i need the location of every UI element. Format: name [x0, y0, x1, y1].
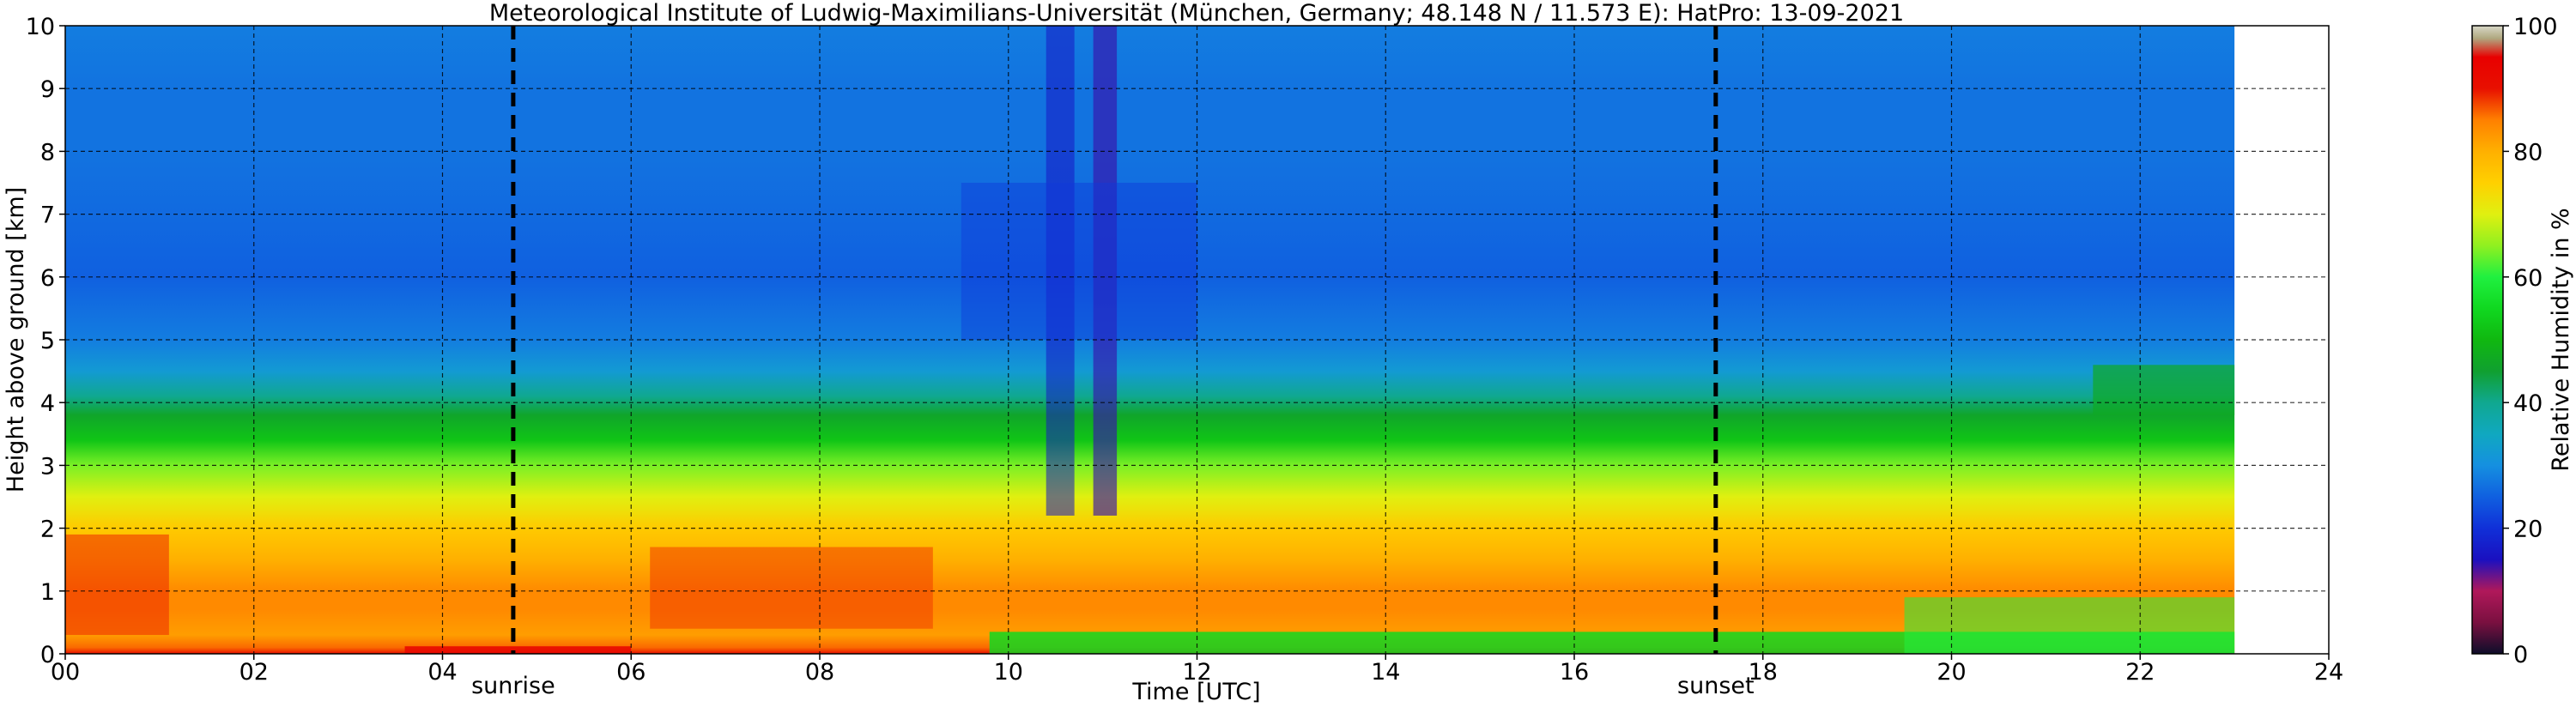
- sunset-label: sunset: [1677, 673, 1755, 699]
- humidity-feature: [404, 646, 632, 654]
- x-tick-label: 20: [1937, 659, 1966, 686]
- colorbar-tick-label: 100: [2513, 14, 2558, 40]
- x-tick-label: 18: [1749, 659, 1778, 686]
- x-axis-label: Time [UTC]: [1131, 679, 1260, 705]
- y-tick-label: 4: [40, 390, 55, 417]
- humidity-feature: [1046, 26, 1075, 516]
- y-tick-label: 3: [40, 453, 55, 480]
- y-tick-label: 8: [40, 139, 55, 166]
- plot-area: [65, 26, 2329, 654]
- y-tick-label: 6: [40, 265, 55, 292]
- x-tick-label: 24: [2314, 659, 2343, 686]
- colorbar-tick-label: 40: [2513, 390, 2543, 417]
- humidity-feature: [650, 547, 933, 629]
- humidity-feature: [65, 534, 169, 636]
- x-tick-label: 22: [2125, 659, 2155, 686]
- x-tick-label: 16: [1560, 659, 1589, 686]
- x-tick-label: 12: [1182, 659, 1211, 686]
- humidity-feature: [1904, 597, 2235, 654]
- colorbar-tick-label: 20: [2513, 517, 2543, 543]
- y-tick-label: 10: [26, 14, 55, 40]
- colorbar-tick-label: 60: [2513, 265, 2543, 292]
- sun-markers: [511, 26, 1718, 654]
- y-tick-label: 7: [40, 202, 55, 229]
- colorbar-ticks: 0 20 40 60 80 100: [2503, 14, 2558, 668]
- marker-labels: sunrise sunset: [471, 673, 1754, 699]
- chart-title: Meteorological Institute of Ludwig-Maxim…: [489, 0, 1904, 27]
- y-tick-label: 2: [40, 517, 55, 543]
- grid-lines: [65, 26, 2329, 654]
- x-tick-label: 06: [616, 659, 646, 686]
- colorbar-strip: [2471, 25, 2504, 655]
- colorbar-tick-label: 0: [2513, 642, 2528, 668]
- y-tick-label: 9: [40, 76, 55, 103]
- humidity-feature: [1093, 26, 1118, 516]
- y-axis-label: Height above ground [km]: [3, 187, 29, 492]
- y-tick-label: 1: [40, 579, 55, 606]
- x-tick-label: 10: [994, 659, 1023, 686]
- colorbar-label: Relative Humidity in %: [2548, 208, 2574, 471]
- y-axis: 0 1 2 3 4 5 6 7 8 9 10: [26, 14, 65, 668]
- y-tick-label: 5: [40, 328, 55, 354]
- humidity-feature: [2093, 365, 2235, 415]
- colorbar-tick-label: 80: [2513, 139, 2543, 166]
- x-axis: 00 02 04 06 08 10 12 14 16 18 20 22 24: [51, 654, 2343, 686]
- colorbar: 0 20 40 60 80 100 Relative Humidity in %: [2471, 14, 2574, 668]
- x-tick-label: 04: [427, 659, 457, 686]
- heatmap-features: [65, 26, 2235, 654]
- sunrise-label: sunrise: [471, 673, 555, 699]
- x-tick-label: 08: [805, 659, 834, 686]
- x-tick-label: 02: [239, 659, 269, 686]
- y-tick-label: 0: [40, 642, 55, 668]
- x-tick-label: 00: [51, 659, 80, 686]
- x-tick-label: 14: [1371, 659, 1400, 686]
- humidity-feature: [961, 183, 1197, 340]
